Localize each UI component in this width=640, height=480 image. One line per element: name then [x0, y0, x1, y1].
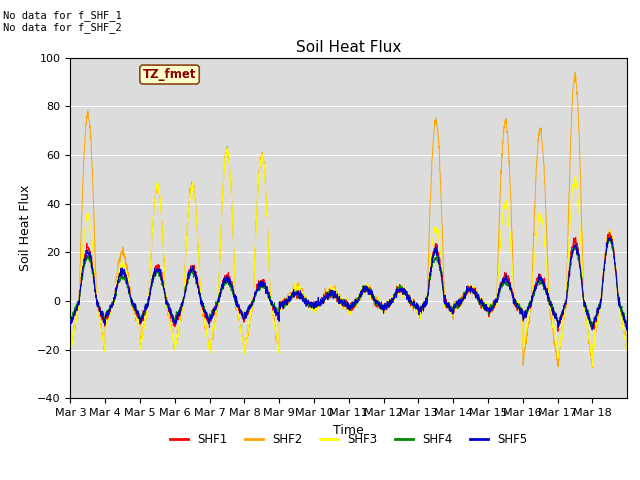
Title: Soil Heat Flux: Soil Heat Flux — [296, 40, 401, 55]
Text: TZ_fmet: TZ_fmet — [143, 68, 196, 81]
Y-axis label: Soil Heat Flux: Soil Heat Flux — [19, 185, 31, 271]
Legend: SHF1, SHF2, SHF3, SHF4, SHF5: SHF1, SHF2, SHF3, SHF4, SHF5 — [165, 428, 532, 450]
Text: No data for f_SHF_1
No data for f_SHF_2: No data for f_SHF_1 No data for f_SHF_2 — [3, 10, 122, 33]
X-axis label: Time: Time — [333, 424, 364, 437]
